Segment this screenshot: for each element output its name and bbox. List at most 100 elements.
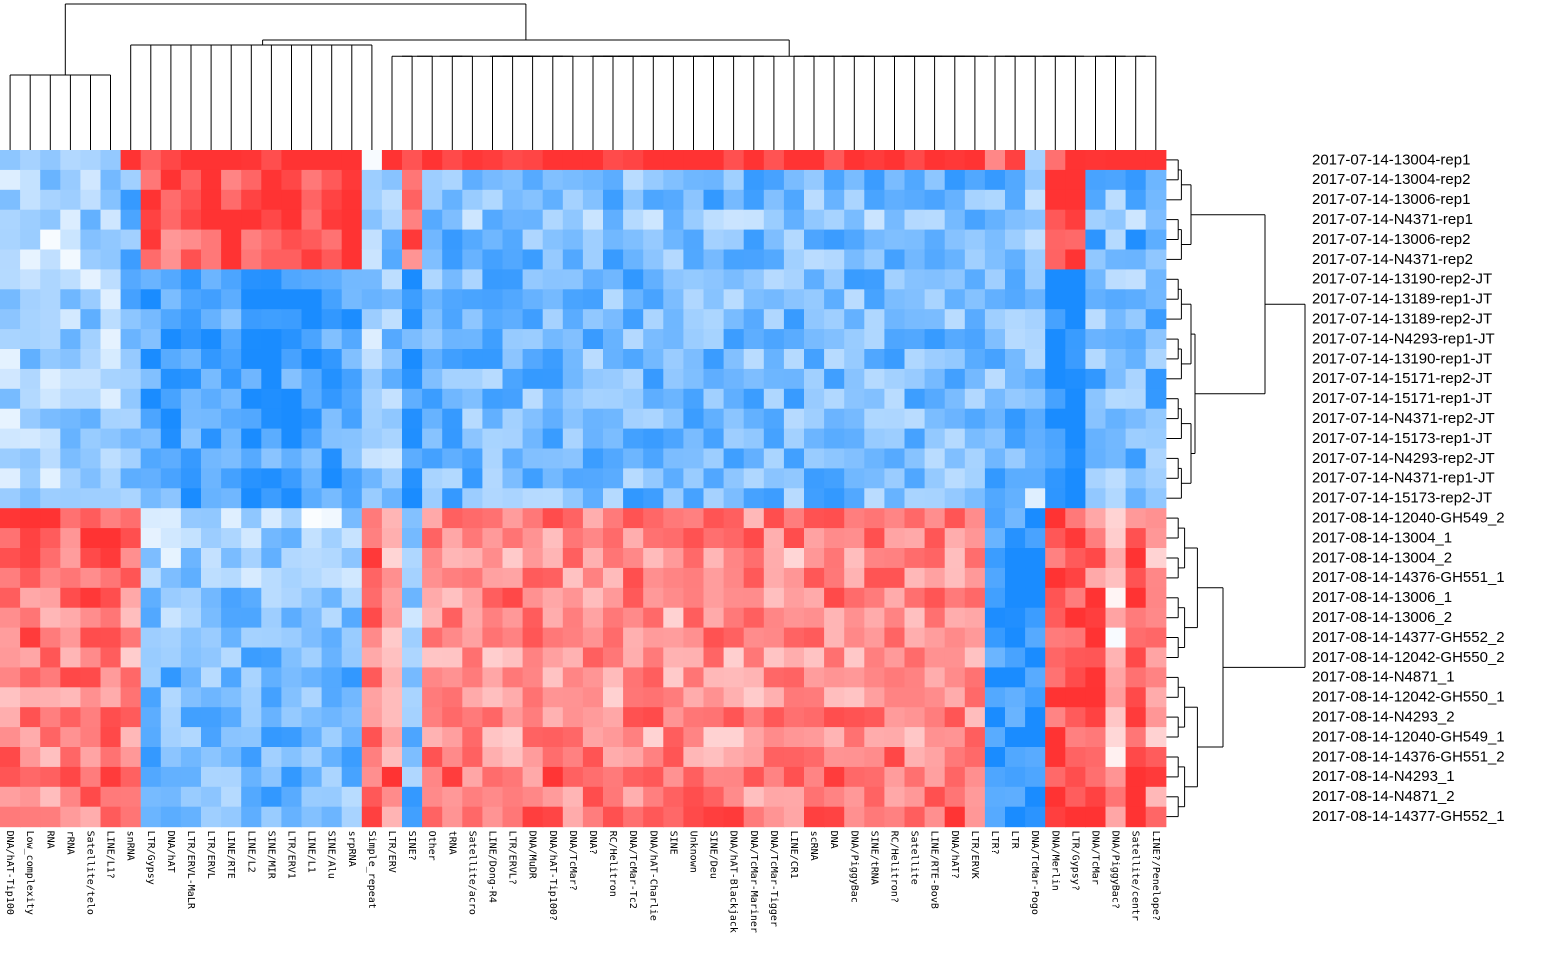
heatmap-cell	[201, 329, 222, 350]
heatmap-cell	[844, 548, 865, 569]
heatmap-cell	[944, 209, 966, 231]
heatmap-cell	[482, 388, 504, 410]
heatmap-cell	[522, 428, 544, 450]
heatmap-cell	[422, 766, 443, 788]
heatmap-cell	[884, 488, 906, 509]
heatmap-cell	[281, 647, 303, 668]
heatmap-cell	[643, 249, 664, 270]
heatmap-cell	[402, 349, 423, 370]
heatmap-cell	[844, 309, 865, 330]
heatmap-cell	[1045, 189, 1066, 211]
heatmap-cell	[643, 607, 664, 629]
heatmap-cell	[1085, 468, 1107, 489]
heatmap-cell	[542, 388, 564, 410]
column-label: DNA/TcMar-Tigger	[768, 831, 779, 927]
heatmap-cell	[281, 627, 303, 649]
column-label: LTR/Gypsy?	[1069, 831, 1080, 891]
heatmap-cell	[1145, 627, 1167, 649]
heatmap-cell	[522, 667, 544, 688]
heatmap-cell	[1045, 567, 1066, 589]
heatmap-cell	[422, 408, 443, 430]
heatmap-cell	[542, 329, 564, 350]
heatmap-cell	[1065, 508, 1086, 529]
heatmap-cell	[402, 707, 423, 728]
heatmap-cell	[100, 667, 122, 688]
heatmap-cell	[1025, 249, 1046, 270]
heatmap-cell	[884, 806, 906, 828]
heatmap-cell	[201, 607, 222, 629]
heatmap-cell	[562, 747, 584, 768]
heatmap-cell	[1065, 766, 1086, 788]
heatmap-cell	[623, 806, 644, 828]
heatmap-cell	[462, 408, 483, 430]
heatmap-cell	[1005, 209, 1026, 231]
heatmap-cell	[964, 289, 986, 310]
heatmap-cell	[160, 786, 182, 808]
heatmap-cell	[703, 747, 725, 768]
heatmap-cell	[221, 508, 242, 529]
heatmap-cell	[904, 209, 926, 231]
heatmap-cell	[562, 567, 584, 589]
heatmap-cell	[221, 528, 242, 549]
heatmap-cell	[623, 468, 644, 489]
heatmap-cell	[1005, 169, 1026, 191]
heatmap-cell	[723, 249, 745, 270]
heatmap-cell	[241, 727, 262, 748]
heatmap-cell	[40, 707, 61, 728]
heatmap-cell	[1025, 468, 1046, 489]
heatmap-cell	[502, 687, 524, 708]
heatmap-cell	[1085, 329, 1107, 350]
heatmap-cell	[261, 388, 282, 410]
heatmap-cell	[402, 150, 423, 171]
heatmap-cell	[783, 408, 805, 430]
heatmap-cell	[502, 727, 524, 748]
heatmap-cell	[964, 428, 986, 450]
heatmap-cell	[261, 488, 282, 509]
heatmap-cell	[381, 747, 403, 768]
heatmap-cell	[140, 329, 162, 350]
heatmap-cell	[683, 806, 705, 828]
heatmap-cell	[422, 508, 443, 529]
heatmap-cell	[361, 428, 383, 450]
heatmap-cell	[321, 607, 343, 629]
heatmap-cell	[723, 627, 745, 649]
heatmap-cell	[462, 448, 483, 469]
heatmap-cell	[683, 289, 705, 310]
heatmap-cell	[783, 627, 805, 649]
heatmap-cell	[381, 368, 403, 390]
heatmap-cell	[261, 508, 282, 529]
heatmap-cell	[924, 289, 946, 310]
heatmap-cell	[201, 747, 222, 768]
heatmap-cell	[804, 567, 825, 589]
heatmap-cell	[703, 448, 725, 469]
heatmap-cell	[824, 707, 845, 728]
heatmap-cell	[1065, 647, 1086, 668]
heatmap-cell	[361, 269, 383, 290]
heatmap-cell	[964, 727, 986, 748]
heatmap-cell	[40, 329, 61, 350]
heatmap-cell	[120, 269, 142, 290]
heatmap-cell	[160, 548, 182, 569]
heatmap-cell	[381, 766, 403, 788]
heatmap-cell	[1145, 249, 1167, 270]
heatmap-cell	[1125, 448, 1147, 469]
heatmap-cell	[1085, 508, 1107, 529]
heatmap-cell	[241, 786, 262, 808]
heatmap-cell	[924, 508, 946, 529]
heatmap-cell	[201, 468, 222, 489]
heatmap-cell	[824, 727, 845, 748]
heatmap-cell	[783, 368, 805, 390]
heatmap-cell	[1105, 329, 1127, 350]
row-label: 2017-08-14-N4871_1	[1312, 669, 1455, 686]
heatmap-cell	[462, 647, 483, 668]
heatmap-cell	[0, 508, 21, 529]
heatmap-cell	[1045, 408, 1066, 430]
heatmap-cell	[140, 368, 162, 390]
heatmap-cell	[361, 707, 383, 728]
heatmap-cell	[301, 766, 323, 788]
heatmap-cell	[522, 189, 544, 211]
heatmap-cell	[864, 229, 885, 251]
heatmap-cell	[783, 209, 805, 231]
heatmap-cell	[1145, 707, 1167, 728]
heatmap-cell	[824, 249, 845, 270]
